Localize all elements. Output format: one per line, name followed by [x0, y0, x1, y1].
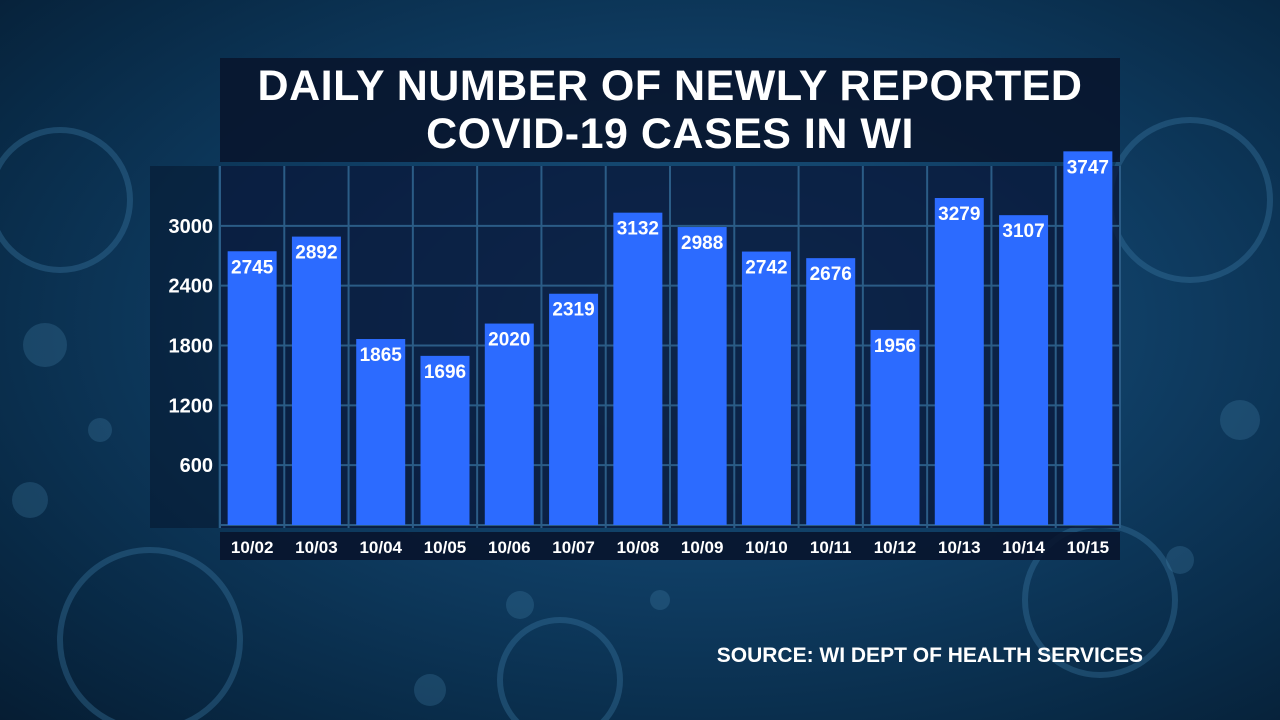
data-label: 3747 — [1067, 157, 1109, 178]
x-tick-label: 10/12 — [874, 538, 917, 557]
bar — [1063, 151, 1113, 526]
data-label: 2676 — [810, 264, 852, 285]
x-tick-label: 10/03 — [295, 538, 338, 557]
bar — [934, 198, 984, 525]
x-tick-label: 10/02 — [231, 538, 274, 557]
chart-title: DAILY NUMBER OF NEWLY REPORTED COVID-19 … — [220, 58, 1120, 162]
data-label: 2988 — [681, 233, 723, 254]
bar — [806, 258, 856, 525]
data-label: 3279 — [938, 204, 980, 225]
data-label: 3132 — [617, 219, 659, 240]
data-label: 2892 — [295, 243, 337, 264]
bar — [613, 212, 663, 526]
y-tick-label: 2400 — [169, 276, 214, 298]
x-tick-label: 10/07 — [552, 538, 595, 557]
x-tick-label: 10/04 — [359, 538, 402, 557]
data-label: 1865 — [360, 345, 403, 366]
chart-title-line-1: DAILY NUMBER OF NEWLY REPORTED — [257, 62, 1083, 110]
bars — [227, 151, 1113, 526]
y-tick-label: 600 — [180, 455, 213, 477]
grid-lines — [219, 166, 1121, 528]
data-label: 1956 — [874, 336, 916, 357]
x-tick-label: 10/09 — [681, 538, 724, 557]
x-tick-label: 10/08 — [617, 538, 660, 557]
x-tick-label: 10/14 — [1002, 538, 1045, 557]
x-tick-label: 10/06 — [488, 538, 531, 557]
bar — [549, 293, 599, 525]
data-label: 2745 — [231, 257, 274, 278]
y-tick-label: 1800 — [169, 336, 214, 358]
bar — [356, 339, 406, 525]
bar — [870, 329, 920, 525]
data-label: 2020 — [488, 330, 530, 351]
source-note: SOURCE: WI DEPT OF HEALTH SERVICES — [716, 644, 1143, 667]
y-tick-label: 3000 — [169, 216, 214, 238]
x-tick-labels: 10/02 10/03 10/04 10/05 10/06 10/07 10/08 10/09… — [231, 538, 1109, 557]
data-label: 2742 — [745, 258, 787, 279]
x-tick-label: 10/13 — [938, 538, 981, 557]
bar — [677, 227, 727, 525]
x-tick-label: 10/15 — [1067, 538, 1110, 557]
x-axis-panel — [220, 532, 1120, 560]
bar — [227, 251, 277, 525]
y-axis-panel — [150, 166, 218, 528]
bar — [291, 236, 341, 525]
y-tick-labels: 600 1200 1800 2400 3000 — [169, 216, 214, 477]
x-tick-label: 10/05 — [424, 538, 467, 557]
data-label: 1696 — [424, 362, 466, 383]
bar — [999, 215, 1049, 525]
data-labels: 2745 2892 1865 1696 2020 2319 3132 2988 2742 2676… — [231, 157, 1109, 383]
bar — [420, 355, 470, 525]
x-tick-label: 10/10 — [745, 538, 788, 557]
chart-title-line-2: COVID-19 CASES IN WI — [426, 110, 914, 158]
data-label: 2319 — [552, 300, 594, 321]
bar — [484, 323, 534, 525]
data-label: 3107 — [1002, 221, 1044, 242]
x-tick-label: 10/11 — [810, 538, 852, 557]
bar — [741, 251, 791, 526]
y-tick-label: 1200 — [169, 395, 214, 417]
